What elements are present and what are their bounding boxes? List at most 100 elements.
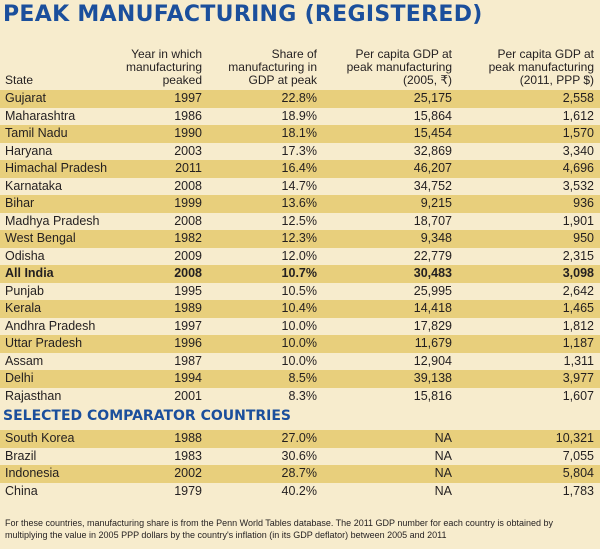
cell-state: Indonesia [5,466,60,480]
cell-state: Madhya Pradesh [5,213,100,228]
cell-gdp-2011: 2,558 [562,91,594,105]
cell-gdp-2005: 15,864 [413,108,452,123]
cell-state: Gujarat [5,91,46,105]
cell-gdp-2005: 12,904 [413,353,452,368]
cell-state: Brazil [5,448,37,463]
cell-year: 1994 [174,371,202,385]
table-row: Delhi 1994 8.5% 39,138 3,977 [0,370,600,388]
cell-gdp-2005: 39,138 [413,371,452,385]
cell-gdp-2011: 1,612 [562,108,594,123]
page-title: PEAK MANUFACTURING (REGISTERED) [3,2,483,27]
cell-year: 2008 [174,178,202,193]
cell-state: Haryana [5,143,53,158]
cell-gdp-2005: NA [434,483,452,498]
cell-year: 1979 [174,483,202,498]
table-row: Himachal Pradesh 2011 16.4% 46,207 4,696 [0,160,600,178]
cell-gdp-2011: 2,642 [562,283,594,298]
cell-gdp-2011: 1,783 [562,483,594,498]
cell-year: 1995 [174,283,202,298]
table-row: Rajasthan 2001 8.3% 15,816 1,607 [0,388,600,406]
table-row: Punjab 1995 10.5% 25,995 2,642 [0,283,600,301]
cell-year: 1983 [174,448,202,463]
cell-state: Himachal Pradesh [5,161,108,175]
cell-year: 1996 [174,336,202,350]
cell-share: 22.8% [281,91,317,105]
cell-gdp-2005: NA [434,448,452,463]
cell-state: South Korea [5,431,75,445]
cell-gdp-2011: 1,812 [562,318,594,333]
cell-gdp-2005: 17,829 [413,318,452,333]
cell-gdp-2005: 32,869 [413,143,452,158]
cell-year: 1989 [174,301,202,315]
states-table: Gujarat 1997 22.8% 25,175 2,558 Maharashtra 19… [0,90,600,405]
cell-share: 10.5% [281,283,317,298]
cell-share: 30.6% [281,448,317,463]
countries-table: South Korea 1988 27.0% NA 10,321 Brazil 1983 30… [0,430,600,500]
cell-share: 27.0% [281,431,317,445]
cell-gdp-2005: 9,215 [420,196,452,210]
cell-state: West Bengal [5,231,76,245]
cell-year: 1997 [174,91,202,105]
cell-share: 14.7% [281,178,317,193]
table-row: Madhya Pradesh 2008 12.5% 18,707 1,901 [0,213,600,231]
cell-gdp-2011: 1,187 [562,336,594,350]
cell-year: 1999 [174,196,202,210]
cell-gdp-2005: NA [434,466,452,480]
cell-share: 8.3% [288,388,318,403]
cell-gdp-2011: 936 [573,196,594,210]
table-row: Tamil Nadu 1990 18.1% 15,454 1,570 [0,125,600,143]
cell-share: 16.4% [281,161,317,175]
header-state: State [5,73,34,87]
cell-year: 2008 [174,213,202,228]
cell-share: 10.0% [281,353,317,368]
cell-share: 12.0% [281,248,317,263]
cell-year: 2002 [174,466,202,480]
cell-share: 18.1% [281,126,317,140]
table-row: Haryana 2003 17.3% 32,869 3,340 [0,143,600,161]
cell-state: Maharashtra [5,108,76,123]
cell-gdp-2011: 3,098 [562,266,594,280]
table-row: South Korea 1988 27.0% NA 10,321 [0,430,600,448]
cell-year: 2003 [174,143,202,158]
table-row: All India 2008 10.7% 30,483 3,098 [0,265,600,283]
cell-year: 2001 [174,388,202,403]
header-year: Year in which manufacturing peaked [125,47,202,87]
cell-share: 17.3% [281,143,317,158]
cell-year: 1986 [174,108,202,123]
cell-gdp-2011: 7,055 [562,448,594,463]
cell-gdp-2005: 25,995 [413,283,452,298]
header-gdp-2011: Per capita GDP at peak manufacturing (20… [488,47,594,87]
cell-gdp-2005: 22,779 [413,248,452,263]
table-row: Bihar 1999 13.6% 9,215 936 [0,195,600,213]
cell-share: 12.5% [281,213,317,228]
table-header: State Year in which manufacturing peaked… [0,38,600,91]
cell-gdp-2011: 1,570 [562,126,594,140]
cell-gdp-2011: 5,804 [562,466,594,480]
cell-gdp-2011: 10,321 [555,431,594,445]
cell-state: Rajasthan [5,388,62,403]
cell-state: Tamil Nadu [5,126,68,140]
cell-gdp-2005: 11,679 [414,336,452,350]
cell-state: All India [5,266,54,280]
cell-year: 1997 [174,318,202,333]
cell-gdp-2005: 9,348 [420,231,452,245]
cell-gdp-2005: 15,816 [413,388,452,403]
header-share: Share of manufacturing in GDP at peak [228,47,317,87]
cell-year: 2011 [175,161,202,175]
table-row: Uttar Pradesh 1996 10.0% 11,679 1,187 [0,335,600,353]
table-row: Brazil 1983 30.6% NA 7,055 [0,448,600,466]
table-row: Assam 1987 10.0% 12,904 1,311 [0,353,600,371]
cell-gdp-2011: 1,311 [563,353,594,368]
table-row: Odisha 2009 12.0% 22,779 2,315 [0,248,600,266]
cell-share: 10.0% [281,318,317,333]
cell-gdp-2005: 34,752 [413,178,452,193]
footnote: For these countries, manufacturing share… [5,518,553,540]
cell-share: 8.5% [288,371,318,385]
cell-year: 1988 [174,431,202,445]
cell-year: 1987 [174,353,202,368]
table-row: Gujarat 1997 22.8% 25,175 2,558 [0,90,600,108]
cell-share: 10.0% [281,336,317,350]
table-row: Andhra Pradesh 1997 10.0% 17,829 1,812 [0,318,600,336]
cell-gdp-2011: 2,315 [562,248,594,263]
cell-state: Assam [5,353,44,368]
